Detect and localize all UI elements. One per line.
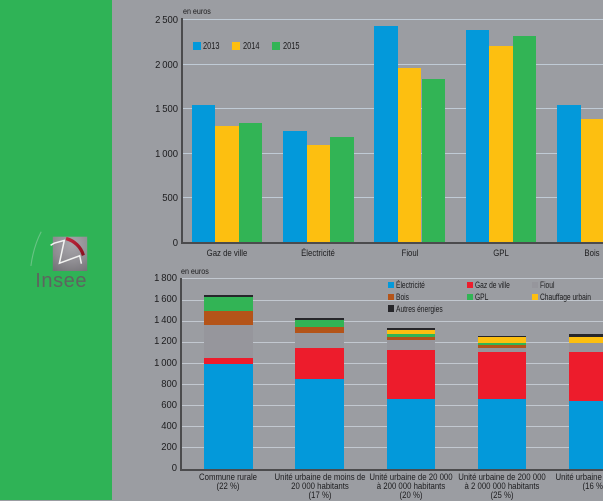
svg-text:Insee: Insee (35, 270, 87, 292)
